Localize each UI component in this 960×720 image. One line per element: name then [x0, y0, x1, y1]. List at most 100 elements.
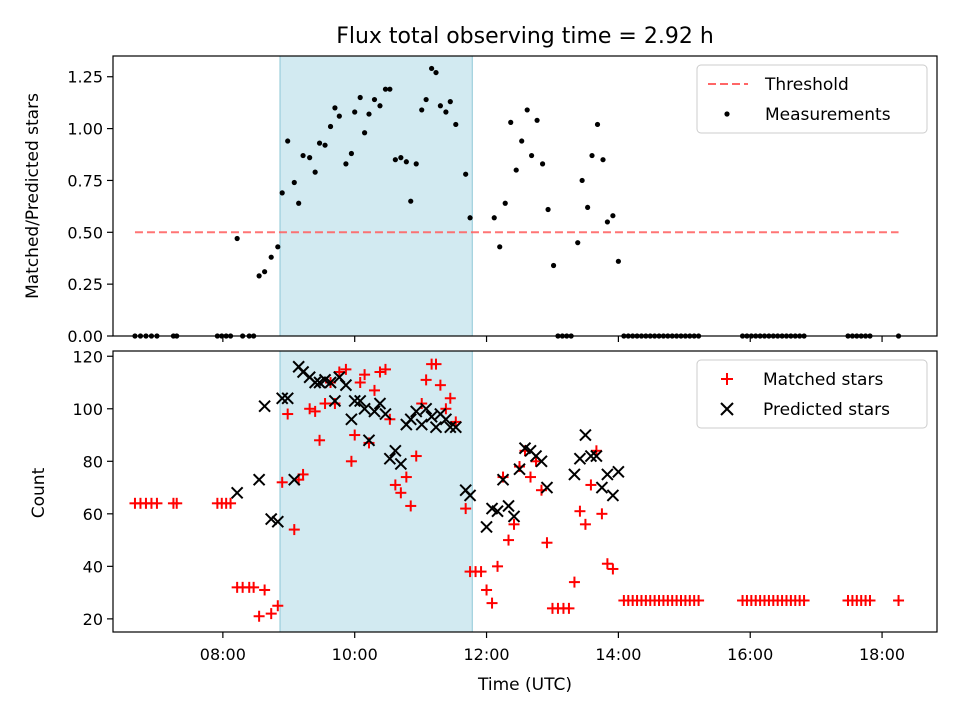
measurement-point — [291, 179, 297, 186]
measurement-point — [437, 103, 444, 109]
measurement-point — [234, 235, 240, 242]
predicted-star-point — [573, 452, 587, 465]
measurement-point — [575, 240, 581, 246]
matched-star-point — [541, 537, 553, 549]
matched-star-point — [309, 405, 321, 417]
predicted-star-point — [590, 449, 603, 463]
measurement-point — [589, 152, 595, 159]
predicted-star-point — [463, 489, 477, 502]
matched-star-point — [410, 450, 422, 462]
predicted-star-point — [373, 397, 387, 410]
predicted-star-point — [513, 462, 526, 476]
matched-star-point — [349, 429, 361, 441]
matched-star-point — [282, 408, 294, 420]
matched-star-point — [253, 610, 265, 622]
legend-measurements-swatch — [724, 111, 730, 117]
matched-star-point — [475, 566, 487, 578]
predicted-star-point — [601, 468, 614, 481]
matched-star-point — [492, 560, 504, 572]
measurement-point — [419, 107, 425, 113]
measurement-point — [463, 171, 469, 177]
measurement-point — [467, 215, 473, 221]
matched-star-point — [288, 524, 300, 536]
predicted-star-point — [595, 481, 609, 494]
measurement-point — [579, 177, 585, 184]
matched-star-point — [333, 366, 345, 378]
measurement-point — [453, 121, 459, 128]
predicted-star-point — [491, 504, 504, 518]
measurement-point — [279, 190, 285, 196]
bottom-legend: Matched stars Predicted stars — [696, 359, 928, 429]
predicted-star-point — [410, 405, 423, 418]
predicted-star-point — [308, 376, 322, 389]
legend-matched-label: Matched stars — [763, 370, 883, 390]
matched-star-point — [430, 358, 442, 370]
matched-star-point — [340, 363, 352, 375]
xtick-label: 10:00 — [332, 645, 378, 664]
predicted-star-point — [324, 376, 337, 389]
predicted-star-point — [449, 420, 462, 434]
legend-threshold-label: Threshold — [764, 75, 849, 95]
bottom-ytick-label: 120 — [72, 347, 103, 366]
measurement-point — [387, 86, 393, 92]
predicted-star-point — [419, 402, 433, 415]
measurement-point — [332, 105, 338, 111]
matched-star-point — [265, 608, 277, 620]
predicted-star-point — [579, 428, 592, 442]
matched-star-point — [798, 594, 810, 606]
matched-star-point — [345, 455, 357, 467]
matched-star-point — [171, 497, 183, 509]
xtick-label: 16:00 — [727, 645, 773, 664]
matched-star-point — [508, 518, 520, 530]
matched-star-point — [379, 363, 391, 375]
measurement-point — [594, 121, 601, 128]
measurement-point — [262, 269, 268, 275]
predicted-star-point — [362, 434, 376, 447]
predicted-stars-series — [230, 360, 625, 534]
measurement-point — [408, 198, 414, 204]
measurement-point — [392, 157, 398, 163]
measurement-point — [336, 113, 342, 119]
matched-star-point — [444, 392, 456, 404]
measurement-point — [307, 155, 313, 161]
matched-star-point — [276, 476, 288, 488]
predicted-star-point — [339, 378, 353, 392]
predicted-star-point — [507, 510, 521, 523]
top-legend-box — [696, 64, 928, 134]
matched-star-point — [359, 369, 371, 381]
observing-window-span — [279, 350, 473, 633]
measurement-point — [513, 167, 519, 173]
measurement-point — [433, 69, 439, 76]
measurement-point — [361, 130, 368, 136]
xtick-label: 18:00 — [859, 645, 905, 664]
measurement-point — [348, 150, 355, 157]
bottom-ytick-label: 40 — [83, 557, 103, 576]
matched-star-point — [864, 594, 876, 606]
measurement-point — [343, 161, 349, 167]
matched-star-point — [368, 384, 380, 396]
measurement-point — [413, 161, 419, 167]
matched-star-point — [574, 505, 586, 517]
matched-star-point — [579, 518, 591, 530]
xtick-label: 14:00 — [595, 645, 641, 664]
measurement-point — [357, 94, 363, 101]
predicted-star-point — [383, 452, 397, 465]
top-ytick-label: 0.50 — [67, 223, 103, 242]
ratio-panel: Flux total observing time = 2.92 h 0.000… — [23, 24, 938, 346]
predicted-star-point — [230, 486, 244, 500]
measurement-point — [296, 200, 302, 206]
measurement-point — [316, 140, 323, 146]
bottom-legend-box — [696, 359, 928, 429]
measurement-point — [491, 215, 497, 221]
bottom-ytick-label: 100 — [72, 400, 103, 419]
measurement-point — [600, 157, 606, 163]
measurement-point — [423, 96, 429, 103]
measurement-point — [447, 99, 453, 105]
measurement-point — [604, 219, 611, 225]
measurement-point — [300, 152, 306, 159]
predicted-star-point — [584, 449, 598, 463]
top-plot-frame — [112, 55, 938, 337]
matched-star-point — [530, 455, 542, 467]
measurement-point — [377, 103, 383, 109]
